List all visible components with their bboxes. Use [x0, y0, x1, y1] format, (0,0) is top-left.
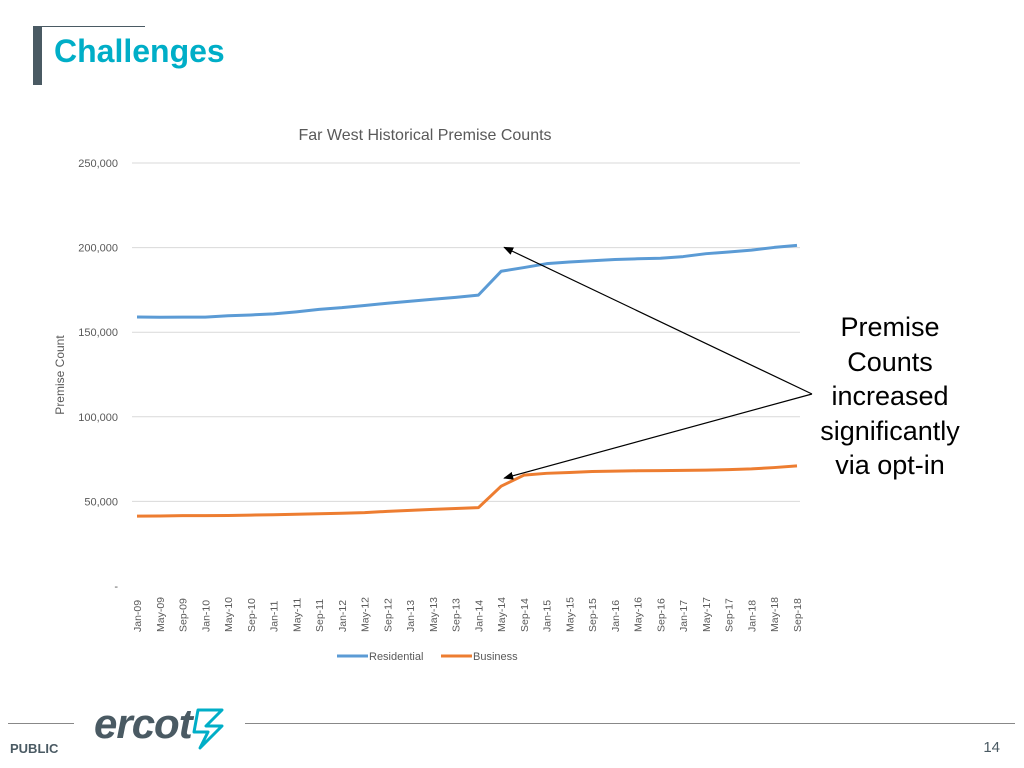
x-tick-label: Jan-10	[200, 600, 212, 632]
x-tick-label: Sep-15	[587, 598, 599, 632]
x-tick-label: May-17	[701, 597, 713, 632]
chart-grid	[132, 162, 800, 502]
y-tick-label: 100,000	[78, 412, 118, 424]
legend-label-business: Business	[473, 651, 518, 663]
x-tick-label: May-16	[633, 597, 645, 632]
y-tick-label: 150,000	[78, 327, 118, 339]
y-tick-label: -	[114, 581, 118, 593]
x-tick-label: Jan-11	[269, 601, 281, 632]
legend-label-residential: Residential	[369, 651, 423, 663]
x-tick-label: May-12	[360, 597, 372, 632]
y-axis-label: Premise Count	[53, 335, 67, 415]
x-tick-label: Sep-12	[382, 598, 394, 632]
x-tick-label: Jan-17	[678, 600, 690, 632]
footer-classification: PUBLIC	[10, 741, 59, 756]
annotation-arrows	[503, 246, 813, 480]
footer-rule-left	[8, 723, 74, 724]
page-number: 14	[983, 739, 1000, 756]
chart-legend: Residential Business	[337, 651, 518, 663]
x-tick-label: Jan-13	[405, 600, 417, 632]
arrow-business	[503, 393, 813, 480]
x-tick-label: Jan-15	[542, 600, 554, 632]
x-tick-label: May-18	[769, 597, 781, 632]
x-tick-label: Jan-18	[746, 600, 758, 632]
title-rule	[33, 26, 145, 27]
title-accent-bar	[33, 26, 42, 85]
x-tick-label: May-09	[155, 597, 167, 632]
ercot-logo: ercot	[94, 700, 224, 750]
arrow-residential	[503, 246, 813, 395]
x-tick-label: Jan-14	[473, 600, 485, 632]
y-tick-label: 250,000	[78, 158, 118, 170]
chart-title: Far West Historical Premise Counts	[298, 127, 551, 144]
x-tick-label: Jan-12	[337, 600, 349, 632]
y-tick-label: 200,000	[78, 243, 118, 255]
x-tick-label: May-11	[291, 598, 303, 632]
x-tick-label: May-15	[564, 597, 576, 632]
x-tick-label: May-10	[223, 597, 235, 632]
ercot-logo-text: ercot	[94, 700, 195, 747]
premise-count-chart: Far West Historical Premise Counts - 50,0…	[53, 127, 813, 663]
x-tick-label: Sep-18	[792, 598, 804, 632]
chart-series	[136, 243, 798, 518]
x-tick-label: Sep-13	[451, 598, 463, 632]
x-tick-label: Sep-11	[314, 599, 326, 632]
x-tick-label: Sep-16	[655, 598, 667, 632]
lightning-icon	[192, 708, 224, 750]
x-tick-label: Sep-14	[519, 598, 531, 632]
x-tick-label: May-13	[428, 597, 440, 632]
y-tick-label: 50,000	[84, 496, 118, 508]
slide-title: Challenges	[54, 33, 225, 69]
callout-text: Premise Counts increased significantly v…	[820, 312, 960, 480]
x-tick-label: Sep-10	[246, 598, 258, 632]
x-tick-label: Jan-16	[610, 600, 622, 632]
x-axis-ticks: Jan-09 May-09 Sep-09 Jan-10 May-10 Sep-10 Jan-…	[132, 597, 804, 632]
y-axis-ticks: - 50,000 100,000 150,000 200,000 250,000	[78, 158, 118, 593]
series-line-residential	[136, 243, 798, 319]
x-tick-label: Sep-09	[178, 598, 190, 632]
footer-rule-right	[245, 723, 1015, 724]
series-line-business	[136, 464, 798, 518]
x-tick-label: Sep-17	[724, 598, 736, 632]
x-tick-label: May-14	[496, 597, 508, 632]
x-tick-label: Jan-09	[132, 600, 144, 632]
